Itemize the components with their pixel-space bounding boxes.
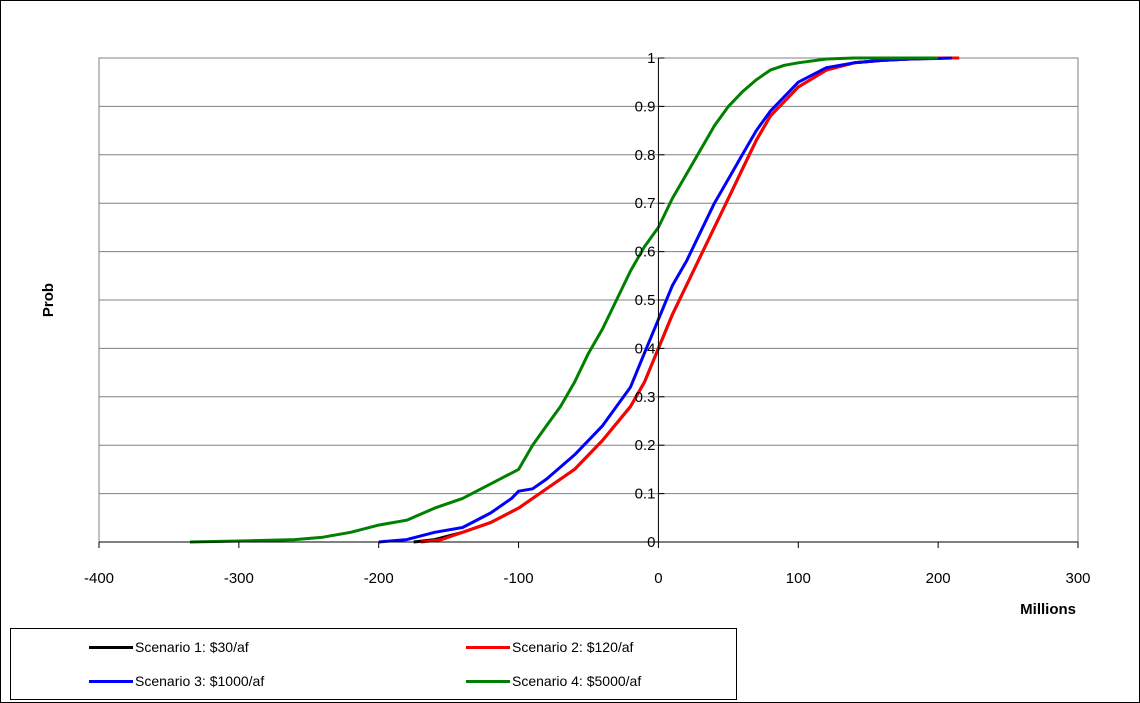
legend: Scenario 1: $30/af Scenario 2: $120/af S…: [10, 628, 737, 700]
x-tick-label: 0: [654, 570, 662, 587]
legend-item-scenario-1: Scenario 1: $30/af: [89, 637, 249, 657]
legend-item-scenario-4: Scenario 4: $5000/af: [466, 671, 641, 691]
y-axis-title: Prob: [40, 283, 57, 317]
legend-swatch: [466, 645, 510, 649]
legend-item-scenario-3: Scenario 3: $1000/af: [89, 671, 264, 691]
y-tick-label: 1: [647, 50, 655, 67]
series-line-4: [189, 56, 939, 544]
y-tick-label: 0.6: [635, 244, 656, 261]
y-tick-labels: 0 0.1 0.2 0.3 0.4 0.5 0.6 0.7 0.8 0.9 1: [635, 50, 656, 551]
y-tick-label: 0: [647, 534, 655, 551]
y-tick-label: 0.9: [635, 98, 656, 115]
y-tick-label: 0.4: [635, 340, 656, 357]
series-line-3: [378, 56, 953, 544]
gridlines: [99, 57, 1078, 495]
legend-label: Scenario 2: $120/af: [512, 639, 634, 655]
legend-label: Scenario 3: $1000/af: [135, 673, 265, 689]
x-tick-label: 100: [786, 570, 811, 587]
x-axis-title: Millions: [1020, 601, 1076, 618]
legend-swatch: [89, 679, 133, 683]
legend-swatch: [466, 679, 510, 683]
legend-item-scenario-2: Scenario 2: $120/af: [466, 637, 633, 657]
x-tick-label: -100: [504, 570, 534, 587]
legend-label: Scenario 1: $30/af: [135, 639, 249, 655]
x-tick-label: -300: [224, 570, 254, 587]
series-lines: [189, 56, 960, 544]
y-tick-label: 0.7: [635, 195, 656, 212]
y-tick-label: 0.3: [635, 389, 656, 406]
legend-label: Scenario 4: $5000/af: [512, 673, 642, 689]
y-tick-label: 0.1: [635, 486, 656, 503]
axes: [98, 57, 1079, 548]
y-tick-label: 0.5: [635, 292, 656, 309]
x-tick-label: 200: [926, 570, 951, 587]
x-tick-label: -200: [364, 570, 394, 587]
legend-swatch: [89, 645, 133, 649]
x-tick-label: -400: [84, 570, 114, 587]
x-tick-label: 300: [1065, 570, 1090, 587]
y-tick-label: 0.2: [635, 437, 656, 454]
x-tick-labels: -400 -300 -200 -100 0 100 200 300: [84, 570, 1091, 587]
y-tick-label: 0.8: [635, 147, 656, 164]
cdf-chart: -400 -300 -200 -100 0 100 200 300 0 0.1 0.2 0.3 0.4…: [40, 50, 1091, 618]
